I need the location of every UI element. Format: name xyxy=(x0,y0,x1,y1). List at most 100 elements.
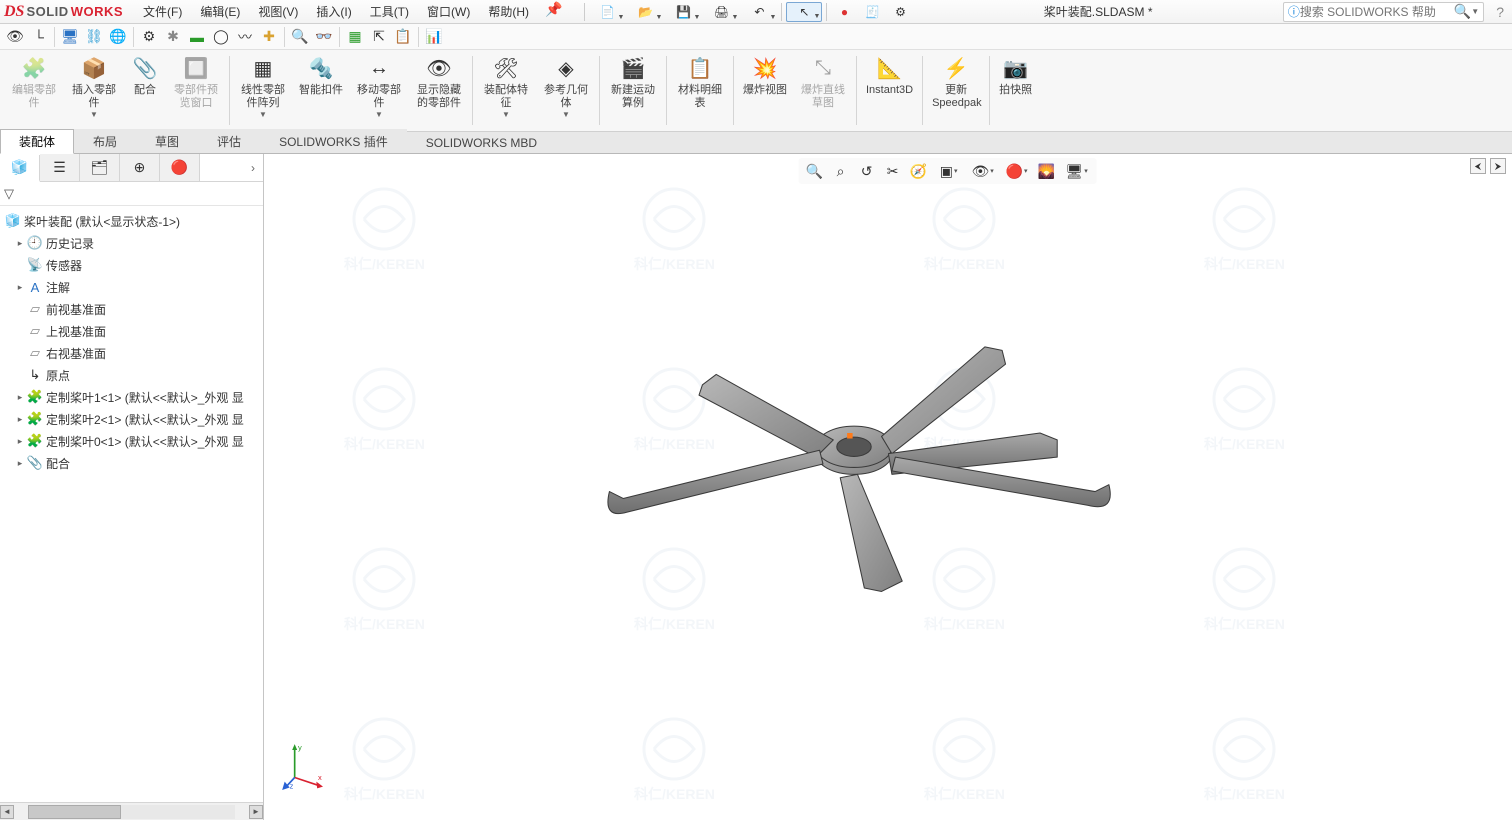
options-button[interactable]: 🧾 xyxy=(859,2,885,22)
tree-root[interactable]: 🧊 桨叶装配 (默认<显示状态-1>) xyxy=(0,210,263,232)
rb-reference-geometry[interactable]: ◈ 参考几何体 ▼ xyxy=(536,52,596,129)
horizontal-scrollbar[interactable]: ◄ ► xyxy=(0,802,263,820)
sb-wave-icon[interactable]: 〰 xyxy=(234,26,256,48)
sb-burst-icon[interactable]: ✱ xyxy=(162,26,184,48)
menu-edit[interactable]: 编辑(E) xyxy=(192,1,248,22)
tab-mbd[interactable]: SOLIDWORKS MBD xyxy=(407,132,556,153)
sb-chart-icon[interactable]: 📊 xyxy=(423,26,445,48)
menu-window[interactable]: 窗口(W) xyxy=(419,1,478,22)
filter-icon[interactable]: ▽ xyxy=(4,186,14,202)
sb-screen-icon[interactable]: 🖥 xyxy=(59,26,81,48)
zoom-fit-icon[interactable]: 🔍 xyxy=(803,160,827,182)
scene-icon[interactable]: 🌄 xyxy=(1035,160,1059,182)
sb-link-icon[interactable]: 👁 xyxy=(4,26,26,48)
expand-icon[interactable]: ▸ xyxy=(14,458,26,469)
scroll-right-button[interactable]: ► xyxy=(249,805,263,819)
render-icon[interactable]: 🖥▾ xyxy=(1061,160,1093,182)
tree-mates[interactable]: ▸ 📎 配合 xyxy=(0,452,263,474)
expand-icon[interactable]: ▸ xyxy=(14,392,26,403)
undo-button[interactable]: ↶▼ xyxy=(741,2,777,22)
dropdown-icon[interactable]: ▼ xyxy=(562,110,570,119)
rb-snapshot[interactable]: 📷 拍快照 xyxy=(993,52,1038,129)
panel-tab-dim[interactable]: ⊕ xyxy=(120,154,160,181)
rb-bom[interactable]: 📋 材料明细表 xyxy=(670,52,730,129)
panel-tab-config[interactable]: 🗂 xyxy=(80,154,120,181)
menu-insert[interactable]: 插入(I) xyxy=(308,1,359,22)
help-button[interactable]: ? xyxy=(1496,4,1504,20)
sb-binoc-icon[interactable]: 👓 xyxy=(313,26,335,48)
settings-button[interactable]: ⚙ xyxy=(887,2,913,22)
dropdown-icon[interactable]: ▼ xyxy=(259,110,267,119)
tree-sensors[interactable]: 📡 传感器 xyxy=(0,254,263,276)
hide-show-icon[interactable]: 👁▾ xyxy=(967,160,999,182)
pin-icon[interactable]: 📌 xyxy=(545,1,562,22)
tree-part-1[interactable]: ▸ 🧩 定制桨叶1<1> (默认<<默认>_外观 显 xyxy=(0,386,263,408)
new-button[interactable]: 📄▼ xyxy=(589,2,625,22)
print-button[interactable]: 🖨▼ xyxy=(703,2,739,22)
rb-exploded-view[interactable]: 💥 爆炸视图 xyxy=(737,52,793,129)
tab-assembly[interactable]: 装配体 xyxy=(0,129,74,154)
zoom-area-icon[interactable]: ⌕ xyxy=(829,160,853,182)
sb-line-icon[interactable]: └ xyxy=(28,26,50,48)
sb-circle-icon[interactable]: ◯ xyxy=(210,26,232,48)
panel-expand-icon[interactable]: › xyxy=(243,161,263,175)
orientation-triad[interactable]: y x z xyxy=(278,740,328,790)
prev-view-icon[interactable]: ↺ xyxy=(855,160,879,182)
rb-motion-study[interactable]: 🎬 新建运动算例 xyxy=(603,52,663,129)
rb-move-component[interactable]: ↔ 移动零部件 ▼ xyxy=(349,52,409,129)
sb-export-icon[interactable]: ⇱ xyxy=(368,26,390,48)
viewport-fwd-icon[interactable]: ⮞ xyxy=(1490,158,1506,174)
tree-top-plane[interactable]: ▱ 上视基准面 xyxy=(0,320,263,342)
viewport-back-icon[interactable]: ⮜ xyxy=(1470,158,1486,174)
tree-part-2[interactable]: ▸ 🧩 定制桨叶2<1> (默认<<默认>_外观 显 xyxy=(0,408,263,430)
feature-tree[interactable]: 🧊 桨叶装配 (默认<显示状态-1>) ▸ 🕘 历史记录 📡 传感器 ▸ A 注… xyxy=(0,206,263,802)
expand-icon[interactable]: ▸ xyxy=(14,282,26,293)
rb-instant3d[interactable]: 📐 Instant3D xyxy=(860,52,919,129)
expand-icon[interactable]: ▸ xyxy=(14,238,26,249)
sb-doc-icon[interactable]: 📋 xyxy=(392,26,414,48)
tree-origin[interactable]: ↳ 原点 xyxy=(0,364,263,386)
sb-rect-icon[interactable]: ▬ xyxy=(186,26,208,48)
menu-tools[interactable]: 工具(T) xyxy=(362,1,417,22)
scroll-track[interactable] xyxy=(28,805,235,819)
menu-file[interactable]: 文件(F) xyxy=(135,1,190,22)
search-input[interactable] xyxy=(1300,5,1450,19)
tree-part-0[interactable]: ▸ 🧩 定制桨叶0<1> (默认<<默认>_外观 显 xyxy=(0,430,263,452)
rb-insert-component[interactable]: 📦 插入零部件 ▼ xyxy=(64,52,124,129)
scroll-thumb[interactable] xyxy=(28,805,121,819)
open-button[interactable]: 📂▼ xyxy=(627,2,663,22)
tab-addins[interactable]: SOLIDWORKS 插件 xyxy=(260,129,407,153)
view-orient-icon[interactable]: 🧭 xyxy=(907,160,931,182)
expand-icon[interactable]: ▸ xyxy=(14,414,26,425)
section-icon[interactable]: ✂ xyxy=(881,160,905,182)
search-box[interactable]: ⓘ 🔍 ▼ xyxy=(1283,2,1484,22)
search-icon[interactable]: 🔍 xyxy=(1454,3,1471,20)
sb-zoom-icon[interactable]: 🔍 xyxy=(289,26,311,48)
display-style-icon[interactable]: ▣▾ xyxy=(933,160,965,182)
tab-sketch[interactable]: 草图 xyxy=(136,129,198,153)
panel-tab-tree[interactable]: 🧊 xyxy=(0,155,40,182)
rb-linear-pattern[interactable]: ▦ 线性零部件阵列 ▼ xyxy=(233,52,293,129)
menu-help[interactable]: 帮助(H) xyxy=(480,1,537,22)
dropdown-icon[interactable]: ▼ xyxy=(502,110,510,119)
tree-annotations[interactable]: ▸ A 注解 xyxy=(0,276,263,298)
tab-evaluate[interactable]: 评估 xyxy=(198,129,260,153)
appearance-icon[interactable]: 🔴▾ xyxy=(1001,160,1033,182)
tree-right-plane[interactable]: ▱ 右视基准面 xyxy=(0,342,263,364)
sb-plus-icon[interactable]: ✚ xyxy=(258,26,280,48)
dropdown-icon[interactable]: ▼ xyxy=(375,110,383,119)
panel-tab-appearance[interactable]: 🔴 xyxy=(160,154,200,181)
rb-show-hidden[interactable]: 👁 显示隐藏的零部件 xyxy=(409,52,469,129)
scroll-left-button[interactable]: ◄ xyxy=(0,805,14,819)
sb-tree-icon[interactable]: ⛓ xyxy=(83,26,105,48)
panel-tab-property[interactable]: ☰ xyxy=(40,154,80,181)
rb-assembly-feature[interactable]: 🛠 装配体特征 ▼ xyxy=(476,52,536,129)
rebuild-button[interactable]: ● xyxy=(831,2,857,22)
menu-view[interactable]: 视图(V) xyxy=(250,1,306,22)
rb-smart-fastener[interactable]: 🔩 智能扣件 xyxy=(293,52,349,129)
select-button[interactable]: ↖▼ xyxy=(786,2,822,22)
3d-viewport[interactable]: 科仁/KEREN xyxy=(264,154,1512,820)
save-button[interactable]: 💾▼ xyxy=(665,2,701,22)
sb-globe-icon[interactable]: 🌐 xyxy=(107,26,129,48)
expand-icon[interactable]: ▸ xyxy=(14,436,26,447)
